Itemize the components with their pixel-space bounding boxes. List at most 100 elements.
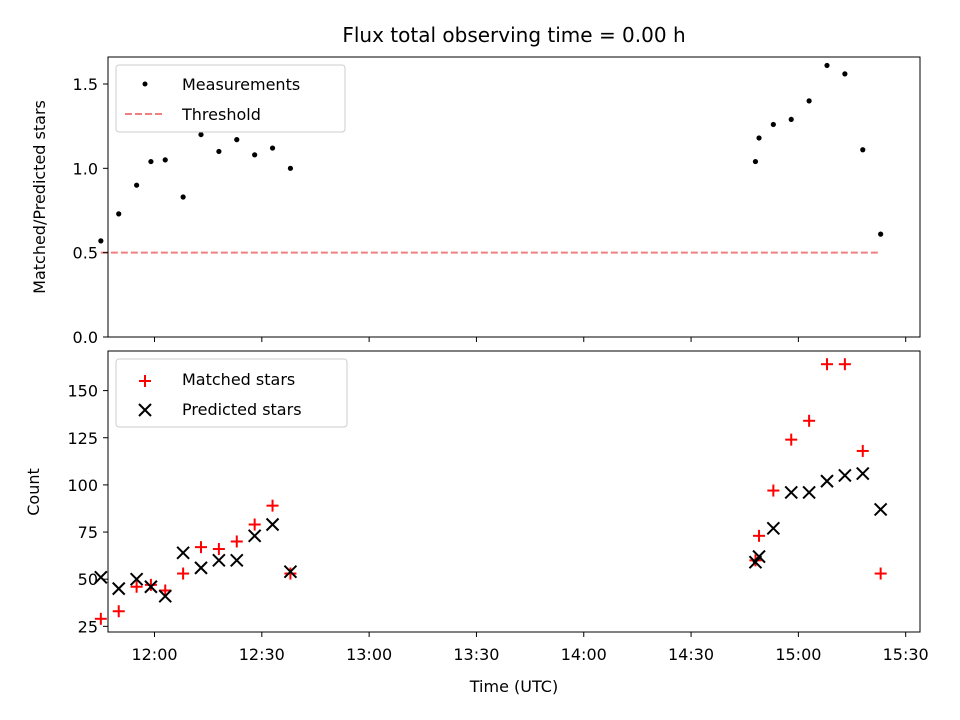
matched-stars-point: [195, 541, 208, 554]
measurements-point: [134, 182, 140, 188]
predicted-stars-point: [94, 570, 108, 585]
measurements-point: [756, 135, 762, 141]
predicted-stars-point: [802, 485, 816, 500]
matched-stars-point: [284, 567, 297, 580]
matched-stars-point: [820, 358, 833, 371]
bottom-y-ticks: 25 50 75 100 125 150: [67, 382, 108, 636]
predicted-stars-point: [144, 580, 158, 594]
measurements-point: [824, 62, 830, 69]
matched-stars-point: [785, 433, 798, 446]
measurements-point: [198, 131, 204, 138]
top-x-ticks: [154, 337, 907, 342]
measurements-point: [860, 147, 866, 153]
measurements-point: [180, 194, 186, 200]
legend-measurements-marker: [142, 81, 148, 87]
measurements-point: [269, 145, 276, 151]
matched-stars-point: [248, 518, 261, 531]
measurements-point: [148, 158, 154, 165]
predicted-stars-point: [158, 589, 172, 603]
legend-threshold-label: Threshold: [181, 105, 261, 124]
predicted-stars-point: [752, 549, 766, 564]
predicted-stars-point: [112, 581, 126, 596]
predicted-stars-point: [283, 564, 298, 579]
matched-stars-point: [130, 580, 143, 593]
top-y-tick-label: 0.0: [73, 328, 98, 347]
matched-stars-point: [94, 612, 107, 625]
predicted-stars-point: [194, 561, 208, 575]
top-panel: 0.0 0.5 1.0 1.5 Matched/Predicted stars Mea…: [30, 56, 921, 347]
top-y-axis-label: Matched/Predicted stars: [30, 100, 49, 294]
x-tick-label: 15:00: [775, 645, 821, 664]
bottom-panel: 25 50 75 100 125 150 12:00 12:30 13:00 13:30 14:0…: [24, 350, 929, 696]
measurements-point: [842, 71, 848, 77]
legend-measurements-label: Measurements: [182, 75, 300, 94]
predicted-stars-point: [265, 517, 280, 532]
top-legend-box: [115, 64, 346, 133]
predicted-stars-point: [129, 572, 144, 586]
x-tick-label: 12:30: [239, 645, 285, 664]
top-y-tick-label: 0.5: [73, 244, 98, 263]
x-tick-label: 13:30: [453, 645, 499, 664]
measurements-point: [752, 158, 759, 165]
x-axis-label: Time (UTC): [469, 677, 558, 696]
bottom-y-tick-label: 75: [78, 523, 98, 542]
predicted-stars-point: [247, 529, 262, 543]
bottom-y-tick-label: 25: [78, 617, 98, 636]
predicted-stars-point: [230, 553, 244, 568]
measurements-point: [116, 211, 122, 217]
legend-matched-stars-label: Matched stars: [182, 370, 295, 389]
x-tick-label: 15:30: [883, 645, 929, 664]
top-axes-frame: [107, 56, 921, 338]
bottom-y-tick-label: 150: [67, 382, 98, 401]
matched-stars-point: [266, 499, 279, 512]
measurements-point: [98, 238, 104, 244]
matched-stars-point: [177, 567, 190, 580]
predicted-stars-point: [784, 485, 798, 500]
matched-stars-point: [803, 414, 816, 427]
x-tick-label: 14:00: [561, 645, 607, 664]
measurements-point: [806, 98, 812, 104]
measurements-point: [287, 165, 294, 171]
bottom-y-tick-label: 100: [67, 476, 98, 495]
matched-stars-point: [753, 529, 766, 542]
bottom-legend: Matched stars Predicted stars: [115, 358, 348, 428]
measurements-point: [788, 116, 794, 123]
legend-predicted-stars-marker: [138, 403, 152, 417]
predicted-stars-point: [873, 502, 888, 517]
measurements-point: [252, 152, 258, 158]
x-tick-label: 13:00: [346, 645, 392, 664]
bottom-legend-box: [115, 358, 348, 428]
predicted-stars-point: [176, 546, 190, 560]
matched-stars-point: [112, 605, 125, 618]
chart-title: Flux total observing time = 0.00 h: [342, 23, 685, 47]
top-y-tick-label: 1.5: [73, 75, 98, 94]
predicted-stars-point: [856, 466, 870, 481]
matched-stars-point: [838, 358, 851, 371]
matched-stars-point: [856, 444, 869, 457]
measurements-point: [162, 157, 168, 163]
matched-stars-point: [230, 535, 243, 548]
x-tick-label: 14:30: [668, 645, 714, 664]
bottom-y-tick-label: 125: [67, 429, 98, 448]
matched-stars-point: [874, 567, 887, 580]
measurements-point: [234, 137, 240, 143]
bottom-plot-marks: [94, 358, 888, 625]
predicted-stars-point: [212, 553, 226, 568]
measurements-point: [770, 121, 776, 128]
top-y-ticks: 0.0 0.5 1.0 1.5: [73, 75, 108, 347]
matched-stars-point: [212, 543, 225, 556]
bottom-x-ticks: 12:00 12:30 13:00 13:30 14:00 14:30 15:00 15:30: [131, 632, 929, 664]
bottom-axes-frame: [107, 350, 921, 633]
top-legend: Measurements Threshold: [115, 64, 346, 133]
predicted-stars-point: [838, 468, 852, 483]
predicted-stars-point: [766, 521, 781, 535]
x-tick-label: 12:00: [131, 645, 177, 664]
top-plot-marks: [98, 62, 884, 254]
matched-stars-point: [159, 584, 172, 597]
measurements-point: [878, 231, 884, 237]
bottom-y-tick-label: 50: [78, 570, 98, 589]
matched-stars-point: [144, 578, 157, 591]
measurements-point: [216, 148, 222, 155]
predicted-stars-point: [820, 474, 834, 488]
